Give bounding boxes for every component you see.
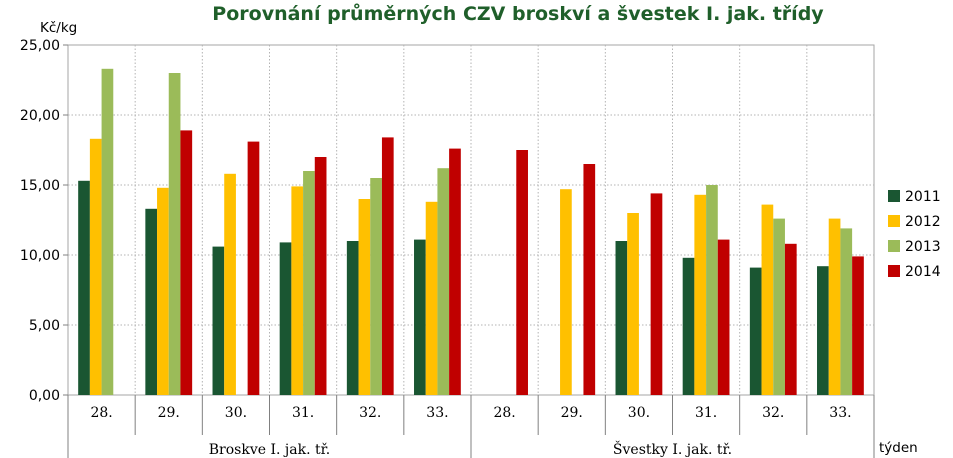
legend-swatch-2012	[888, 215, 900, 227]
bar-2013	[303, 171, 315, 395]
legend-swatch-2013	[888, 240, 900, 252]
x-axis-label: týden	[879, 440, 918, 456]
group-label: Švestky I. jak. tř.	[613, 440, 732, 458]
bar-2014	[381, 137, 394, 395]
bar-2012	[89, 138, 102, 396]
bar-2011	[212, 246, 225, 395]
x-tick-label: 30.	[225, 405, 247, 421]
bar-2013	[773, 218, 785, 395]
bar-2014	[314, 157, 327, 395]
bar-2013	[101, 68, 114, 396]
x-tick-label: 29.	[561, 405, 583, 421]
bar-2012	[828, 218, 841, 395]
y-tick-label: 10,00	[20, 248, 60, 264]
x-tick-label: 30.	[628, 405, 650, 421]
bar-2013	[168, 73, 181, 395]
legend-swatch-2011	[888, 190, 900, 202]
bar-2011	[414, 239, 426, 395]
bar-2014	[650, 193, 663, 395]
x-tick-label: 31.	[292, 405, 314, 421]
bar-2011	[346, 241, 359, 395]
bar-2014	[247, 141, 260, 395]
y-tick-label: 15,00	[20, 178, 60, 194]
bar-2014	[449, 148, 461, 395]
x-tick-label: 33.	[829, 405, 851, 421]
bar-2013	[437, 168, 450, 395]
legend-label-2014: 2014	[905, 264, 941, 280]
bar-2012	[425, 201, 438, 395]
x-tick-label: 31.	[695, 405, 717, 421]
bar-2011	[817, 266, 829, 395]
x-tick-label: 28.	[493, 405, 515, 421]
bar-2013	[370, 178, 382, 395]
group-label: Broskve I. jak. tř.	[209, 442, 330, 458]
bar-2012	[358, 199, 371, 395]
bar-2014	[717, 239, 730, 395]
bar-2012	[224, 173, 236, 395]
bar-2014	[784, 243, 797, 395]
legend-label-2012: 2012	[905, 214, 941, 230]
legend-label-2011: 2011	[905, 189, 941, 205]
bar-2012	[761, 204, 774, 395]
bar-2011	[145, 208, 158, 395]
bar-2014	[852, 256, 864, 395]
bar-2012	[560, 189, 572, 395]
x-tick-label: 32.	[359, 405, 381, 421]
x-tick-label: 32.	[762, 405, 784, 421]
y-tick-label: 0,00	[29, 388, 60, 404]
bar-2011	[749, 267, 762, 395]
x-tick-label: 33.	[426, 405, 448, 421]
bar-2013	[706, 185, 718, 395]
bar-2012	[157, 187, 169, 395]
bar-2012	[291, 186, 304, 395]
x-tick-label: 29.	[158, 405, 180, 421]
y-tick-label: 20,00	[20, 108, 60, 124]
y-tick-label: 25,00	[20, 38, 60, 54]
chart-title: Porovnání průměrných CZV broskví a švest…	[212, 2, 824, 25]
bar-2014	[516, 150, 528, 395]
y-tick-label: 5,00	[29, 318, 60, 334]
y-axis-label: Kč/kg	[40, 20, 77, 36]
bar-2011	[279, 242, 292, 395]
legend-label-2013: 2013	[905, 239, 941, 255]
bar-2012	[627, 213, 639, 395]
bar-2011	[615, 241, 628, 395]
bar-2011	[682, 257, 695, 395]
legend-swatch-2014	[888, 265, 900, 277]
x-tick-label: 28.	[90, 405, 112, 421]
bar-2014	[583, 164, 596, 395]
bar-2012	[694, 194, 707, 395]
bar-2013	[840, 228, 853, 395]
bar-2011	[78, 180, 90, 395]
plot-area: 0,00 5,00 10,00 15,00 20,00 25,00 28. 29. 30. 31.…	[20, 38, 941, 458]
bar-2014	[180, 130, 193, 395]
